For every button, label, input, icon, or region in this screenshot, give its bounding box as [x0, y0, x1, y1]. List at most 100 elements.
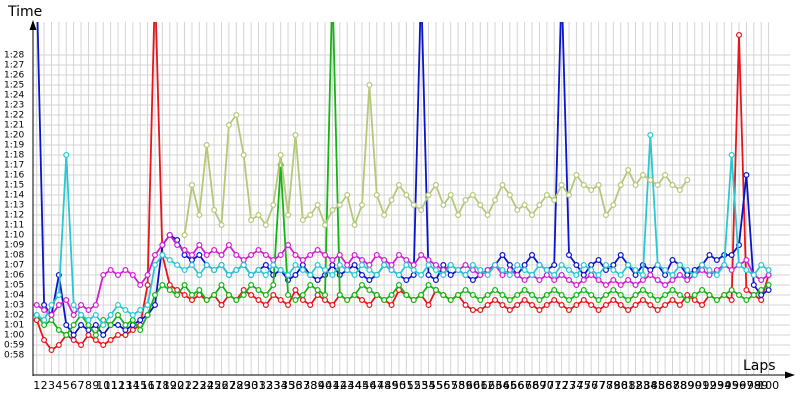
x-tick-label: 45	[355, 379, 369, 392]
point-marker	[432, 262, 439, 269]
y-tick-label: 1:04	[4, 291, 24, 301]
point-marker	[344, 297, 351, 304]
point-marker	[55, 292, 62, 299]
point-marker	[573, 282, 580, 289]
point-marker	[551, 272, 558, 279]
point-marker	[33, 312, 40, 319]
series-line	[35, 22, 770, 336]
point-marker	[639, 172, 646, 179]
point-marker	[602, 262, 609, 269]
point-marker	[166, 232, 173, 239]
point-marker	[492, 197, 499, 204]
point-marker	[137, 317, 144, 324]
x-tick-label: 44	[348, 379, 362, 392]
y-tick-label: 1:25	[4, 81, 24, 91]
point-marker	[285, 302, 292, 309]
point-marker	[573, 262, 580, 269]
point-marker	[529, 252, 536, 259]
x-tick-label: 21	[178, 379, 192, 392]
x-tick-label: 100	[758, 379, 779, 392]
point-marker	[425, 192, 432, 199]
point-marker	[728, 297, 735, 304]
point-marker	[713, 297, 720, 304]
point-marker	[366, 81, 373, 88]
x-tick-label: 19	[163, 379, 177, 392]
point-marker	[617, 282, 624, 289]
point-marker	[565, 267, 572, 274]
point-marker	[48, 347, 55, 354]
x-tick-label: 39	[311, 379, 325, 392]
point-marker	[255, 267, 262, 274]
x-tick-label: 10	[96, 379, 110, 392]
point-marker	[610, 287, 617, 294]
point-marker	[277, 297, 284, 304]
x-tick-label: 11	[104, 379, 118, 392]
ticks: 0:580:591:001:011:021:031:041:051:061:07…	[4, 51, 779, 393]
point-marker	[758, 287, 765, 294]
point-marker	[602, 212, 609, 219]
point-marker	[270, 262, 277, 269]
point-marker	[639, 297, 646, 304]
point-marker	[639, 272, 646, 279]
point-marker	[277, 152, 284, 159]
point-marker	[174, 262, 181, 269]
point-marker	[122, 322, 129, 329]
point-marker	[639, 287, 646, 294]
point-marker	[469, 277, 476, 284]
point-marker	[588, 272, 595, 279]
point-marker	[425, 272, 432, 279]
y-tick-label: 1:19	[4, 141, 24, 151]
point-marker	[632, 292, 639, 299]
point-marker	[440, 262, 447, 269]
y-tick-label: 0:59	[4, 341, 24, 351]
x-tick-label: 17	[148, 379, 162, 392]
y-tick-label: 1:11	[4, 221, 24, 231]
point-marker	[344, 262, 351, 269]
x-tick-label: 86	[658, 379, 672, 392]
point-marker	[292, 132, 299, 139]
point-marker	[78, 302, 85, 309]
point-marker	[676, 272, 683, 279]
x-tick-label: 81	[621, 379, 635, 392]
point-marker	[536, 202, 543, 209]
point-marker	[588, 292, 595, 299]
point-marker	[514, 207, 521, 214]
point-marker	[270, 202, 277, 209]
y-tick-label: 1:23	[4, 101, 24, 111]
y-axis-arrow	[29, 20, 37, 30]
point-marker	[676, 302, 683, 309]
x-tick-label: 82	[629, 379, 643, 392]
x-tick-label: 32	[259, 379, 273, 392]
point-marker	[388, 262, 395, 269]
point-marker	[151, 262, 158, 269]
point-marker	[477, 267, 484, 274]
point-marker	[403, 292, 410, 299]
point-marker	[736, 262, 743, 269]
point-marker	[425, 302, 432, 309]
point-marker	[122, 267, 129, 274]
point-marker	[706, 292, 713, 299]
point-marker	[551, 287, 558, 294]
point-marker	[462, 302, 469, 309]
point-marker	[477, 202, 484, 209]
point-marker	[122, 332, 129, 339]
point-marker	[750, 282, 757, 289]
point-marker	[684, 297, 691, 304]
point-marker	[506, 192, 513, 199]
x-tick-label: 52	[407, 379, 421, 392]
point-marker	[536, 307, 543, 314]
point-marker	[743, 172, 750, 179]
point-marker	[617, 292, 624, 299]
point-marker	[92, 337, 99, 344]
point-marker	[262, 302, 269, 309]
point-marker	[366, 287, 373, 294]
point-marker	[418, 207, 425, 214]
point-marker	[122, 327, 129, 334]
point-marker	[410, 262, 417, 269]
point-marker	[625, 277, 632, 284]
x-tick-label: 7	[78, 379, 85, 392]
point-marker	[188, 252, 195, 259]
point-marker	[100, 332, 107, 339]
point-marker	[144, 282, 151, 289]
x-tick-label: 79	[606, 379, 620, 392]
